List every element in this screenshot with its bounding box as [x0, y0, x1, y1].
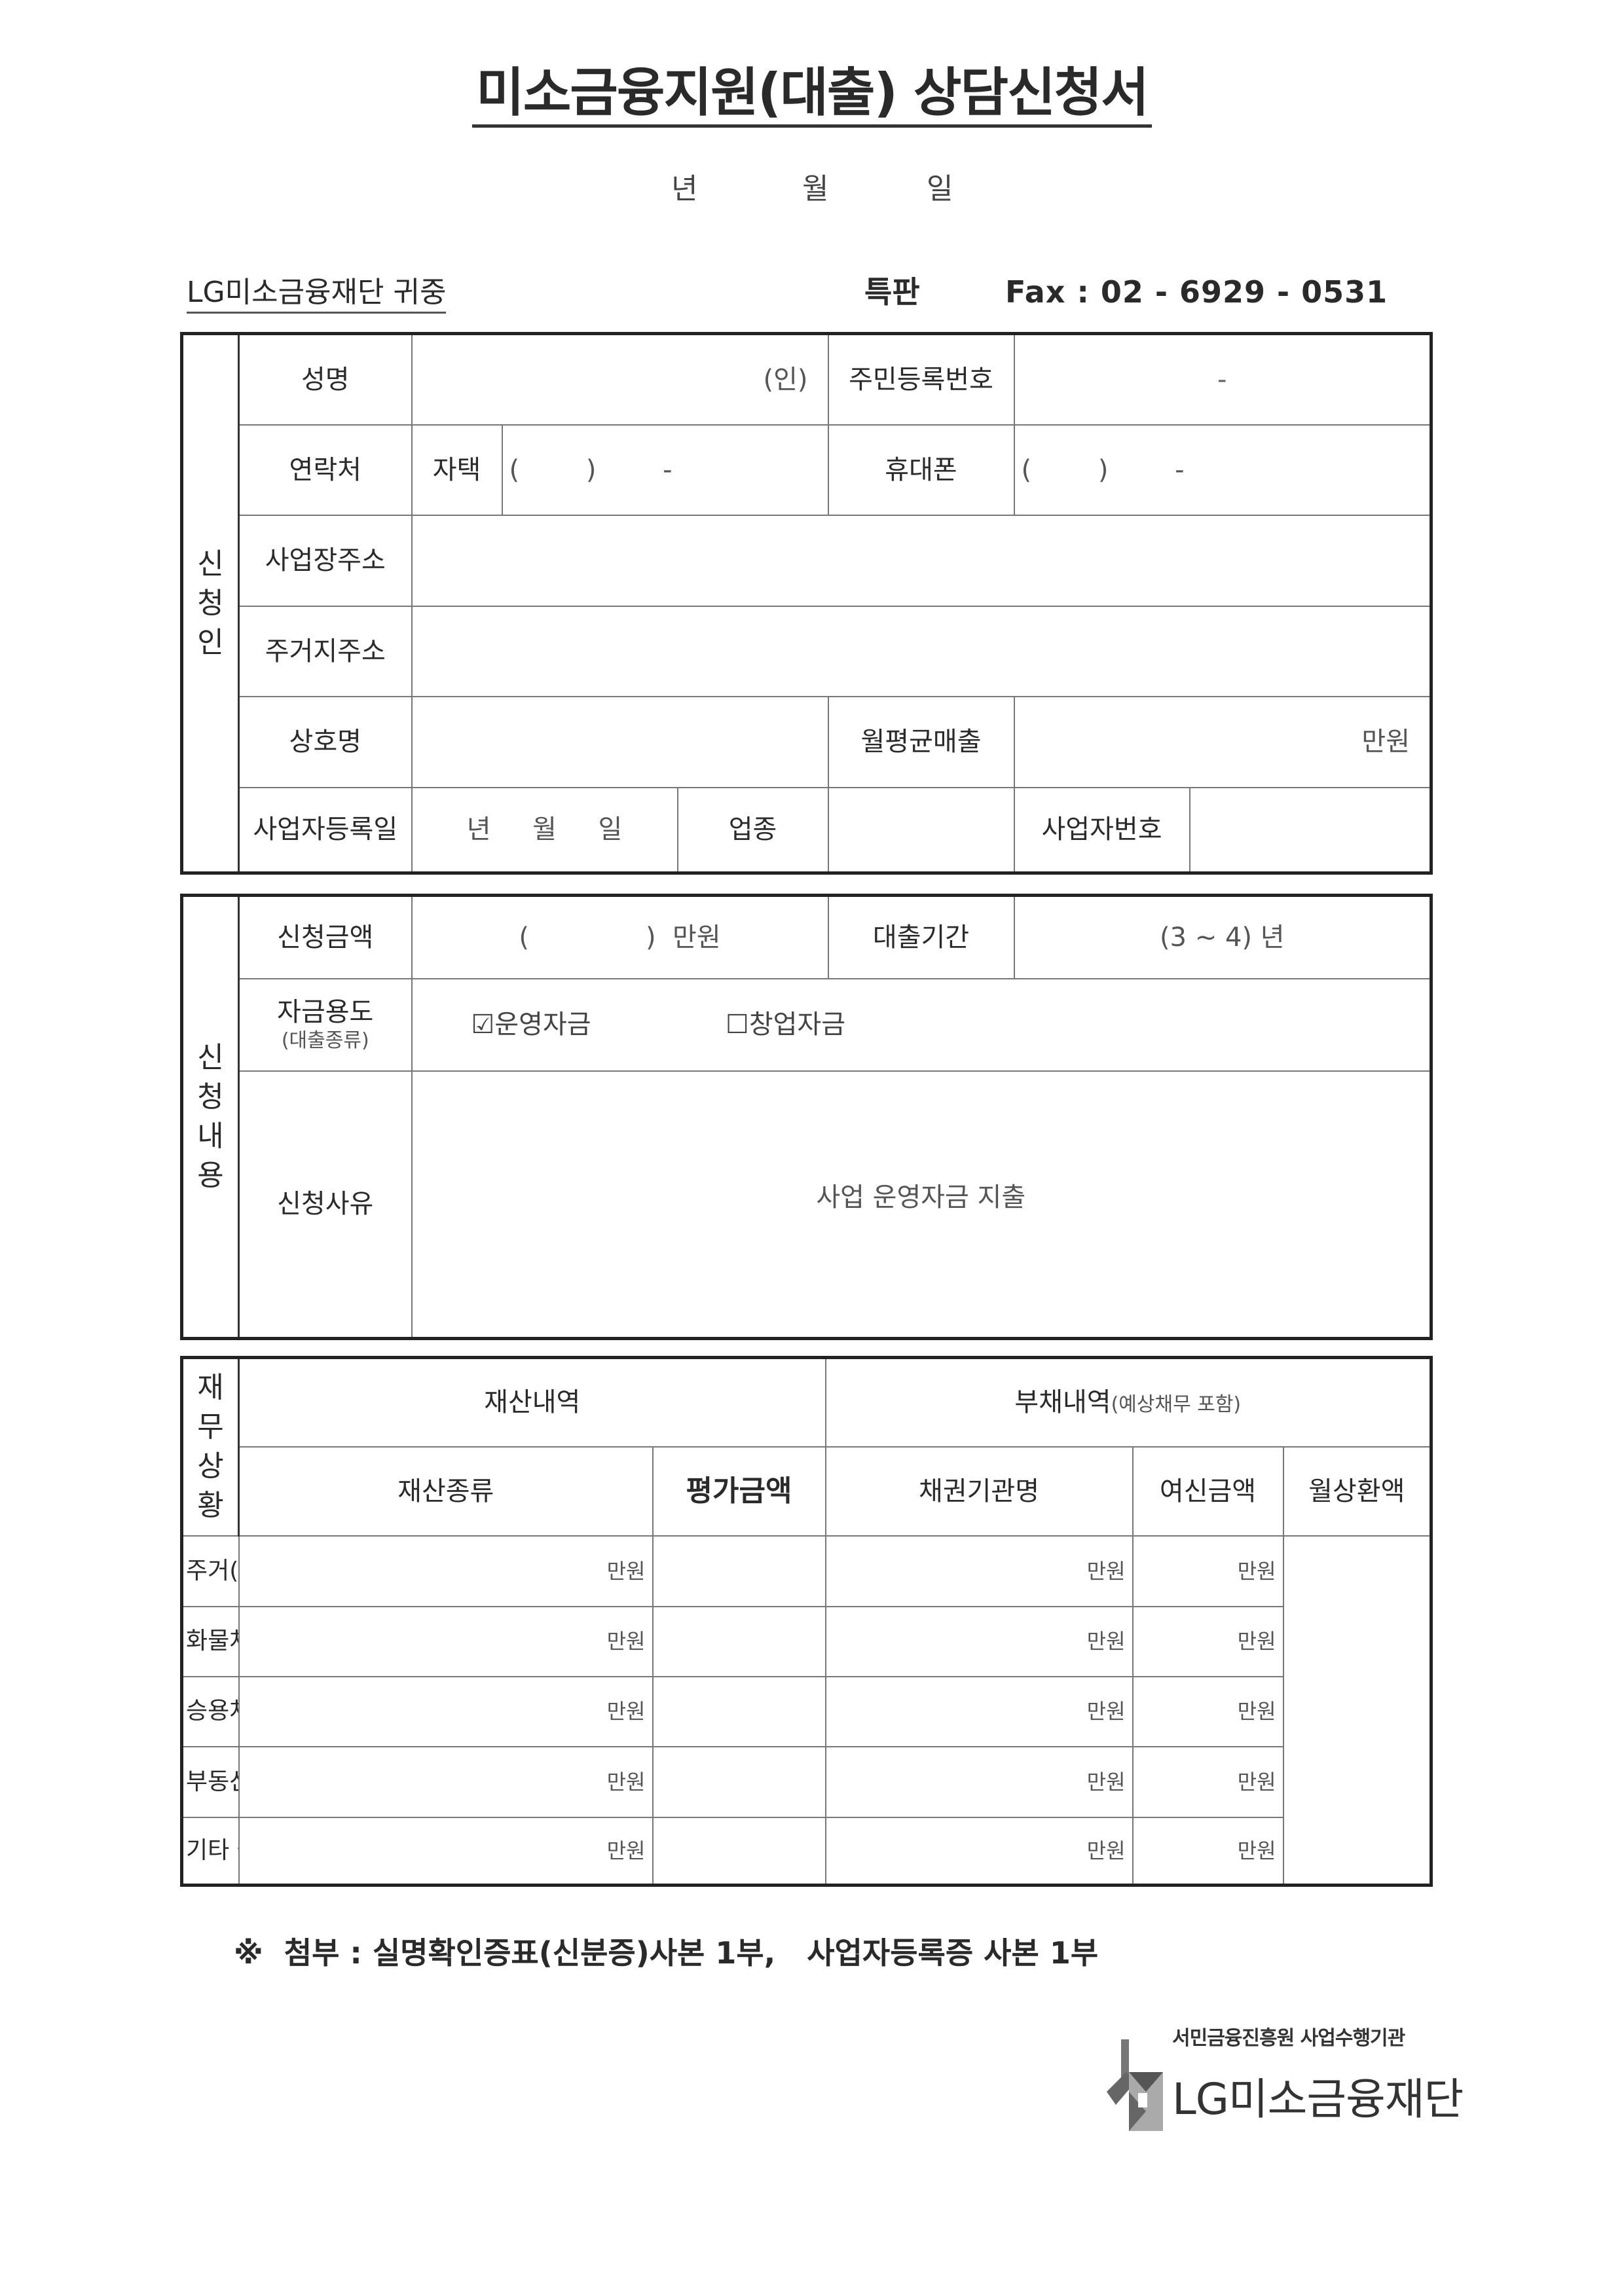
applicant-table: 신청인 성명 (인) 주민등록번호 - 연락처 자택 ( ) - 휴대폰 ( )… — [180, 332, 1433, 875]
monthly-repay-field[interactable]: 만원 — [1132, 1816, 1284, 1886]
checkbox-startup[interactable]: ☐창업자금 — [726, 1010, 846, 1040]
seal-mark: (인) — [763, 364, 808, 395]
page-title: 미소금융지원(대출) 상담신청서 — [0, 60, 1624, 128]
loan-amount-field[interactable]: 만원 — [824, 1745, 1134, 1818]
attachment-note: ※ 첨부 : 실명확인증표(신분증)사본 1부, 사업자등록증 사본 1부 — [234, 1935, 1099, 1971]
industry-label: 업종 — [676, 786, 829, 874]
amount-field[interactable]: ( ) 만원 — [411, 894, 829, 979]
finance-row: 기타 금융자산만원만원만원 — [181, 1816, 1431, 1886]
section-applicant: 신청인 — [181, 333, 240, 874]
home-address-label: 주거지주소 — [238, 605, 413, 697]
name-label: 성명 — [238, 333, 413, 426]
loan-amount-field[interactable]: 만원 — [824, 1535, 1134, 1607]
reg-date-field[interactable]: 년 월 일 — [411, 786, 678, 874]
loan-amount-field[interactable]: 만원 — [824, 1605, 1134, 1677]
contact-label: 연락처 — [238, 424, 413, 516]
asset-type: 화물차(톤/연식) — [181, 1605, 240, 1677]
col-asset-type: 재산종류 — [238, 1446, 654, 1537]
section-finance: 재무상황 — [181, 1357, 240, 1537]
purpose-label: 자금용도 (대출종류) — [238, 977, 413, 1072]
checkbox-operating[interactable]: ☑운영자금 — [471, 1010, 591, 1040]
col-loan-amount: 여신금액 — [1132, 1446, 1284, 1537]
asset-type: 기타 금융자산 — [181, 1816, 240, 1886]
rrn-field[interactable]: - — [1013, 333, 1432, 426]
home-phone-field[interactable]: ( ) - — [501, 424, 829, 516]
biz-number-field[interactable] — [1189, 786, 1432, 874]
special-label: 특판 — [864, 274, 920, 310]
biz-address-label: 사업장주소 — [238, 514, 413, 607]
col-monthly-repay: 월상환액 — [1282, 1446, 1432, 1537]
section-request: 신청내용 — [181, 894, 240, 1339]
date-day: 일 — [927, 172, 953, 206]
recipient: LG미소금융재단 귀중 — [187, 275, 447, 314]
mobile-field[interactable]: ( ) - — [1013, 424, 1432, 516]
creditor-field[interactable] — [652, 1745, 826, 1818]
reg-date-label: 사업자등록일 — [238, 786, 413, 874]
rrn-label: 주민등록번호 — [827, 333, 1015, 426]
monthly-repay-field[interactable]: 만원 — [1132, 1675, 1284, 1747]
finance-table: 재무상황 재산내역 부채내역(예상채무 포함) 재산종류 평가금액 채권기관명 … — [180, 1356, 1433, 1887]
asset-value-field[interactable]: 만원 — [238, 1745, 654, 1818]
debts-header: 부채내역(예상채무 포함) — [824, 1357, 1432, 1448]
period-field[interactable]: (3 ~ 4) 년 — [1013, 894, 1432, 979]
company-label: 상호명 — [238, 695, 413, 788]
sales-field[interactable]: 만원 — [1013, 695, 1432, 788]
foundation-logo: 서민금융진흥원 사업수행기관 LG미소금융재단 — [1107, 2026, 1464, 2151]
industry-field[interactable] — [827, 786, 1015, 874]
fax-number: Fax : 02 - 6929 - 0531 — [1005, 274, 1388, 310]
home-address-field[interactable] — [411, 605, 1432, 697]
creditor-field[interactable] — [652, 1675, 826, 1747]
creditor-field[interactable] — [652, 1605, 826, 1677]
purpose-options: ☑운영자금 ☐창업자금 — [411, 977, 1432, 1072]
mobile-label: 휴대폰 — [827, 424, 1015, 516]
loan-amount-field[interactable]: 만원 — [824, 1816, 1134, 1886]
asset-type: 주거(자가/보증금) — [181, 1535, 240, 1607]
period-label: 대출기간 — [827, 894, 1015, 979]
checkbox-checked-icon: ☑ — [471, 1010, 495, 1040]
loan-amount-field[interactable]: 만원 — [824, 1675, 1134, 1747]
request-table: 신청내용 신청금액 ( ) 만원 대출기간 (3 ~ 4) 년 자금용도 (대출종… — [180, 894, 1433, 1340]
section-label: 신청내용 — [197, 1041, 224, 1192]
assets-header: 재산내역 — [238, 1357, 826, 1448]
logo-mark-icon — [1107, 2039, 1163, 2131]
col-asset-value: 평가금액 — [652, 1446, 826, 1537]
finance-row: 부동산만원만원만원 — [181, 1745, 1431, 1818]
asset-type: 부동산 — [181, 1745, 240, 1818]
col-creditor: 채권기관명 — [824, 1446, 1134, 1537]
section-label: 재무상황 — [197, 1371, 224, 1523]
biz-address-field[interactable] — [411, 514, 1432, 607]
monthly-repay-field[interactable]: 만원 — [1132, 1605, 1284, 1677]
reason-label: 신청사유 — [238, 1070, 413, 1339]
date-year: 년 — [671, 172, 698, 206]
creditor-field[interactable] — [652, 1816, 826, 1886]
asset-value-field[interactable]: 만원 — [238, 1535, 654, 1607]
date-month: 월 — [802, 172, 829, 206]
asset-type: 승용차(차종/연식) — [181, 1675, 240, 1747]
section-label: 신청인 — [197, 547, 224, 659]
creditor-field[interactable] — [652, 1535, 826, 1607]
name-field[interactable]: (인) — [411, 333, 829, 426]
reason-field[interactable]: 사업 운영자금 지출 — [411, 1070, 1432, 1339]
sales-label: 월평균매출 — [827, 695, 1015, 788]
biz-number-label: 사업자번호 — [1013, 786, 1190, 874]
company-field[interactable] — [411, 695, 829, 788]
asset-value-field[interactable]: 만원 — [238, 1675, 654, 1747]
checkbox-empty-icon: ☐ — [726, 1010, 749, 1040]
amount-label: 신청금액 — [238, 894, 413, 979]
home-phone-label: 자택 — [411, 424, 503, 516]
monthly-repay-field[interactable]: 만원 — [1132, 1535, 1284, 1607]
monthly-repay-field[interactable]: 만원 — [1132, 1745, 1284, 1818]
asset-value-field[interactable]: 만원 — [238, 1816, 654, 1886]
asset-value-field[interactable]: 만원 — [238, 1605, 654, 1677]
